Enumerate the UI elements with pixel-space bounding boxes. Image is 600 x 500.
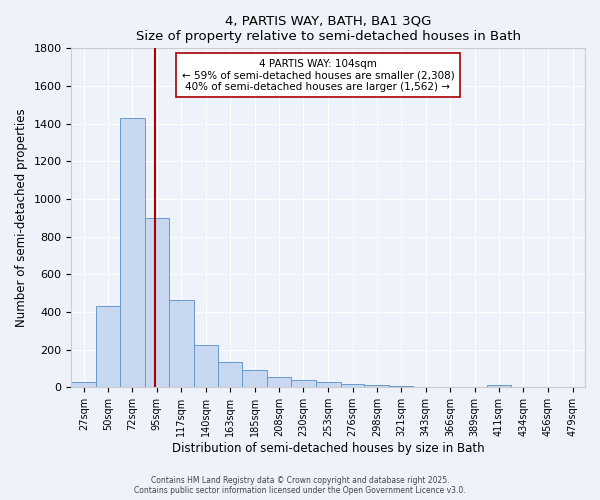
Bar [291, 380, 316, 388]
X-axis label: Distribution of semi-detached houses by size in Bath: Distribution of semi-detached houses by … [172, 442, 485, 455]
Bar [341, 384, 364, 388]
Bar [96, 306, 120, 388]
Bar [169, 300, 194, 388]
Bar [120, 118, 145, 388]
Bar [413, 387, 438, 388]
Text: Contains HM Land Registry data © Crown copyright and database right 2025.
Contai: Contains HM Land Registry data © Crown c… [134, 476, 466, 495]
Bar [267, 377, 291, 388]
Bar [218, 362, 242, 388]
Bar [242, 370, 267, 388]
Bar [364, 386, 389, 388]
Bar [316, 382, 341, 388]
Bar [71, 382, 96, 388]
Bar [145, 218, 169, 388]
Bar [487, 384, 511, 388]
Title: 4, PARTIS WAY, BATH, BA1 3QG
Size of property relative to semi-detached houses i: 4, PARTIS WAY, BATH, BA1 3QG Size of pro… [136, 15, 521, 43]
Bar [389, 386, 413, 388]
Y-axis label: Number of semi-detached properties: Number of semi-detached properties [15, 108, 28, 327]
Bar [194, 345, 218, 388]
Text: 4 PARTIS WAY: 104sqm
← 59% of semi-detached houses are smaller (2,308)
40% of se: 4 PARTIS WAY: 104sqm ← 59% of semi-detac… [182, 58, 454, 92]
